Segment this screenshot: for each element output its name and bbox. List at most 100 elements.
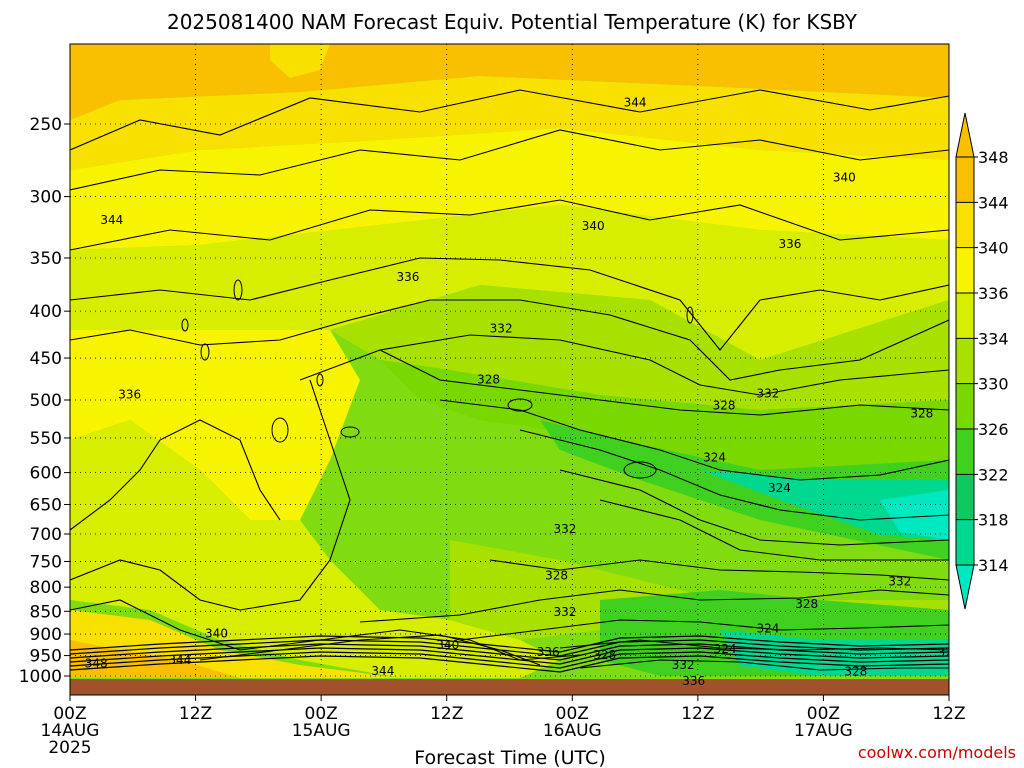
y-tick-label: 800 xyxy=(30,578,62,598)
colorbar-swatch xyxy=(956,202,974,249)
contour-closed xyxy=(181,318,189,332)
contour-line xyxy=(579,659,949,671)
x-tick-label: 00Z xyxy=(556,704,589,724)
contour-label: 328 xyxy=(910,406,933,420)
plot-frame xyxy=(69,43,950,696)
contour-line xyxy=(70,89,949,151)
band-316 xyxy=(880,490,949,540)
contour-label: 344 xyxy=(371,664,394,678)
contour-labels: 344 340 344 340 336 336 332 336 328 332 328 328 324 3… xyxy=(85,96,949,688)
contour-closed xyxy=(271,417,289,443)
colorbar-extend-min xyxy=(955,564,975,610)
contour-inversion-line xyxy=(70,651,949,669)
contour-label-text: 332 xyxy=(888,575,911,589)
contour-line xyxy=(489,559,949,581)
x-tick-label: 17AUG xyxy=(794,721,853,741)
band-340 xyxy=(70,128,949,250)
y-tick-label: 750 xyxy=(30,552,62,572)
contour-label: 344 xyxy=(100,213,123,227)
contour-label-text: 332 xyxy=(757,387,780,401)
contour-label-text: 336 xyxy=(118,387,141,401)
colorbar-label: 330 xyxy=(978,375,1009,394)
contour-label: 336 xyxy=(537,645,560,659)
credit-link[interactable]: coolwx.com/models xyxy=(858,743,1016,762)
y-tick-label: 900 xyxy=(30,625,62,645)
x-tick-label: 15AUG xyxy=(292,721,351,741)
band-336 xyxy=(70,205,949,360)
contour-line xyxy=(439,399,949,481)
y-tick-label: 450 xyxy=(30,349,62,369)
x-tick-label: 16AUG xyxy=(543,721,602,741)
contour-closed xyxy=(686,306,694,324)
color-bands xyxy=(70,44,949,678)
contour-inversion-line xyxy=(70,643,949,661)
colorbar-extend-max xyxy=(955,112,975,158)
colorbar-swatch xyxy=(956,157,974,203)
contour-label: 332 xyxy=(888,575,911,589)
contour-line xyxy=(70,257,949,351)
x-tick-label: 12Z xyxy=(681,704,714,724)
band-336-low xyxy=(70,420,560,678)
x-axis-label: Forecast Time (UTC) xyxy=(414,747,605,768)
contour-label-text: 336 xyxy=(537,645,560,659)
contour-label: 328 xyxy=(593,648,616,662)
colorbar-label: 322 xyxy=(978,465,1009,484)
colorbar-label: 340 xyxy=(978,239,1009,258)
x-tick-label: 12Z xyxy=(932,704,965,724)
contour-line xyxy=(70,299,949,381)
contour-label: 336 xyxy=(397,270,420,284)
colorbar-swatch xyxy=(956,247,974,294)
x-tick-label: 12Z xyxy=(179,704,212,724)
y-tick-label: 950 xyxy=(30,647,62,667)
colorbar-swatch xyxy=(956,429,974,475)
contour-label-text: 328 xyxy=(713,399,736,413)
contour-label-text: 340 xyxy=(833,171,856,185)
contour-label-text: 336 xyxy=(778,237,801,251)
chart-title: 2025081400 NAM Forecast Equiv. Potential… xyxy=(167,10,858,34)
contour-label: 340 xyxy=(205,627,228,641)
contour-closed xyxy=(233,279,243,301)
y-tick-label: 1000 xyxy=(19,667,62,687)
band-324 xyxy=(540,420,949,560)
contour-label-text: 340 xyxy=(205,627,228,641)
contour-label: 324 xyxy=(703,451,726,465)
contour-label-text: 324 xyxy=(714,642,737,656)
contour-label-text: 332 xyxy=(554,522,577,536)
colorbar-label: 314 xyxy=(978,556,1009,575)
contour-label: 332 xyxy=(672,658,695,672)
contour-label: 340 xyxy=(833,171,856,185)
y-tick-label: 300 xyxy=(30,188,62,208)
contour-line xyxy=(70,129,949,191)
contour-label: 328 xyxy=(545,569,568,583)
colorbar: 348 344 340 336 334 330 326 322 318 314 xyxy=(955,112,1009,610)
contour-label: 328 xyxy=(713,399,736,413)
contour-line xyxy=(459,619,949,641)
y-tick-label: 550 xyxy=(30,429,62,449)
colorbar-label: 326 xyxy=(978,420,1009,439)
y-tick-label: 600 xyxy=(30,464,62,484)
contour-label-text: 344 xyxy=(168,653,191,667)
contour-label: 324 xyxy=(757,622,780,636)
x-tick-label: 00Z xyxy=(305,704,338,724)
contour-label: 336 xyxy=(778,237,801,251)
contour-label-text: 328 xyxy=(844,665,867,679)
band-332 xyxy=(330,285,949,410)
y-tick-label: 650 xyxy=(30,495,62,515)
x-tick-label: 00Z xyxy=(53,704,86,724)
contour-label-text: 324 xyxy=(757,622,780,636)
contour-inversion-line xyxy=(70,655,949,673)
contour-label-text: 328 xyxy=(910,406,933,420)
contour-label-text: 332 xyxy=(672,658,695,672)
contour-closed xyxy=(340,426,360,438)
contour-label: 336 xyxy=(682,674,705,688)
contour-line xyxy=(299,334,949,396)
contour-label: 328 xyxy=(477,373,500,387)
contour-label: 324 xyxy=(714,642,737,656)
contour-label: 340 xyxy=(436,638,459,652)
colorbar-swatch xyxy=(956,383,974,430)
contour-closed xyxy=(507,398,533,412)
contour-closed xyxy=(623,461,657,479)
colorbar-label: 334 xyxy=(978,329,1009,348)
contour-label: 344 xyxy=(624,96,647,110)
